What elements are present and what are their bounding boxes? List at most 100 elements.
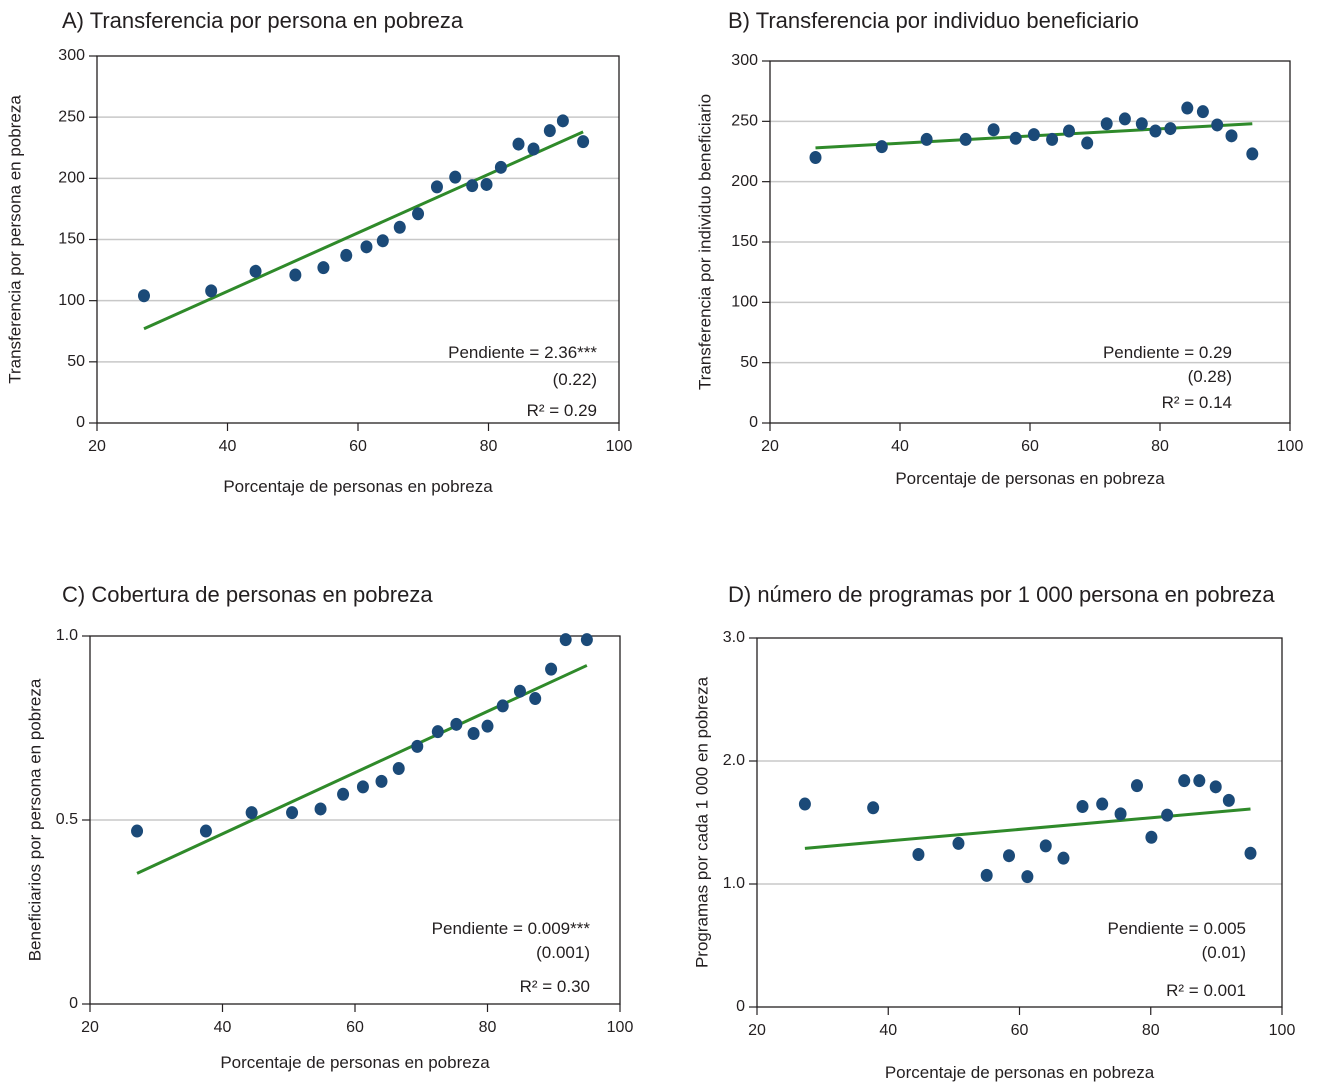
y-tick-label: 0.5	[56, 811, 78, 828]
data-point	[340, 248, 353, 262]
y-tick-label: 0	[76, 414, 85, 431]
data-point	[952, 836, 965, 850]
panel-title: A) Transferencia por persona en pobreza	[62, 8, 464, 33]
data-point	[513, 684, 526, 698]
data-point	[376, 234, 389, 248]
y-tick-label: 0	[736, 998, 745, 1015]
y-tick-label: 50	[740, 354, 758, 371]
data-point	[1114, 807, 1127, 821]
data-point	[867, 801, 880, 815]
data-point	[337, 787, 350, 801]
data-point	[987, 123, 1000, 137]
data-point	[1209, 780, 1222, 794]
data-point	[875, 140, 888, 154]
x-tick-label: 60	[346, 1019, 364, 1036]
x-tick-label: 100	[1269, 1022, 1296, 1039]
data-point	[1149, 124, 1162, 138]
data-point	[1222, 793, 1235, 807]
data-point	[1145, 830, 1158, 844]
regression-annotation: Pendiente = 0.005	[1108, 919, 1246, 938]
x-axis-label: Porcentaje de personas en pobreza	[895, 469, 1165, 488]
data-point	[375, 774, 388, 788]
panel-c: C) Cobertura de personas en pobreza 0 0.5 1…	[25, 582, 633, 1072]
regression-annotation: R² = 0.29	[527, 401, 597, 420]
data-point	[496, 699, 509, 713]
x-tick-label: 20	[748, 1022, 766, 1039]
panel-title: C) Cobertura de personas en pobreza	[62, 582, 433, 607]
data-point	[137, 289, 150, 303]
y-tick-label: 1.0	[56, 627, 78, 644]
x-axis-label: Porcentaje de personas en pobreza	[220, 1053, 490, 1072]
data-point	[580, 633, 593, 647]
x-tick-label: 60	[1021, 438, 1039, 455]
y-tick-label: 100	[58, 292, 85, 309]
data-point	[481, 719, 494, 733]
data-point	[912, 847, 925, 861]
data-point	[1196, 105, 1209, 119]
data-point	[360, 240, 373, 254]
data-point	[467, 727, 480, 741]
data-point	[920, 132, 933, 146]
regression-annotation: (0.001)	[536, 943, 590, 962]
data-point	[1118, 112, 1131, 126]
panel-b: B) Transferencia por individuo beneficia…	[695, 8, 1303, 488]
data-point	[798, 797, 811, 811]
regression-annotation: R² = 0.001	[1166, 981, 1246, 1000]
data-point	[1100, 117, 1113, 131]
x-tick-label: 100	[607, 1019, 634, 1036]
panel-title: D) número de programas por 1 000 persona…	[728, 582, 1275, 607]
y-axis-label: Transferencia por persona en pobreza	[5, 95, 24, 384]
data-point	[512, 137, 525, 151]
y-tick-label: 3.0	[723, 629, 745, 646]
y-tick-label: 1.0	[723, 875, 745, 892]
regression-line	[143, 130, 584, 331]
data-point	[1181, 101, 1194, 115]
data-point	[1081, 136, 1094, 150]
data-point	[1096, 797, 1109, 811]
x-tick-label: 60	[349, 438, 367, 455]
y-tick-label: 100	[731, 294, 758, 311]
x-axis-label: Porcentaje de personas en pobreza	[885, 1063, 1155, 1082]
data-point	[1057, 851, 1070, 865]
data-point	[431, 725, 444, 739]
y-tick-label: 200	[58, 170, 85, 187]
y-tick-label: 150	[731, 233, 758, 250]
data-point	[449, 170, 462, 184]
x-tick-label: 40	[214, 1019, 232, 1036]
y-axis-label: Transferencia por individuo beneficiario	[695, 94, 714, 390]
data-point	[559, 633, 572, 647]
data-point	[980, 868, 993, 882]
data-point	[1193, 774, 1206, 788]
data-point	[1211, 118, 1224, 132]
data-point	[1178, 774, 1191, 788]
x-tick-label: 100	[1277, 438, 1304, 455]
data-point	[411, 739, 424, 753]
y-tick-label: 300	[58, 47, 85, 64]
data-point	[466, 179, 479, 193]
regression-annotation: (0.28)	[1188, 367, 1232, 386]
x-tick-label: 40	[891, 438, 909, 455]
data-point	[1076, 800, 1089, 814]
data-point	[450, 717, 463, 731]
data-point	[1130, 779, 1143, 793]
regression-annotation: Pendiente = 0.009***	[432, 919, 591, 938]
x-tick-label: 20	[81, 1019, 99, 1036]
y-tick-label: 0	[749, 414, 758, 431]
y-tick-label: 0	[69, 995, 78, 1012]
x-tick-label: 80	[479, 1019, 497, 1036]
y-tick-label: 250	[731, 113, 758, 130]
data-point	[494, 160, 507, 174]
data-point	[205, 284, 218, 298]
data-point	[245, 806, 258, 820]
data-point	[1135, 117, 1148, 131]
data-point	[529, 692, 542, 706]
data-point	[289, 268, 302, 282]
data-point	[1063, 124, 1075, 138]
regression-line	[804, 807, 1251, 850]
x-tick-label: 80	[480, 438, 498, 455]
panel-a: A) Transferencia por persona en pobreza 0…	[5, 8, 632, 496]
data-point	[1225, 129, 1238, 143]
regression-annotation: Pendiente = 2.36***	[448, 343, 597, 362]
y-tick-label: 50	[67, 353, 85, 370]
